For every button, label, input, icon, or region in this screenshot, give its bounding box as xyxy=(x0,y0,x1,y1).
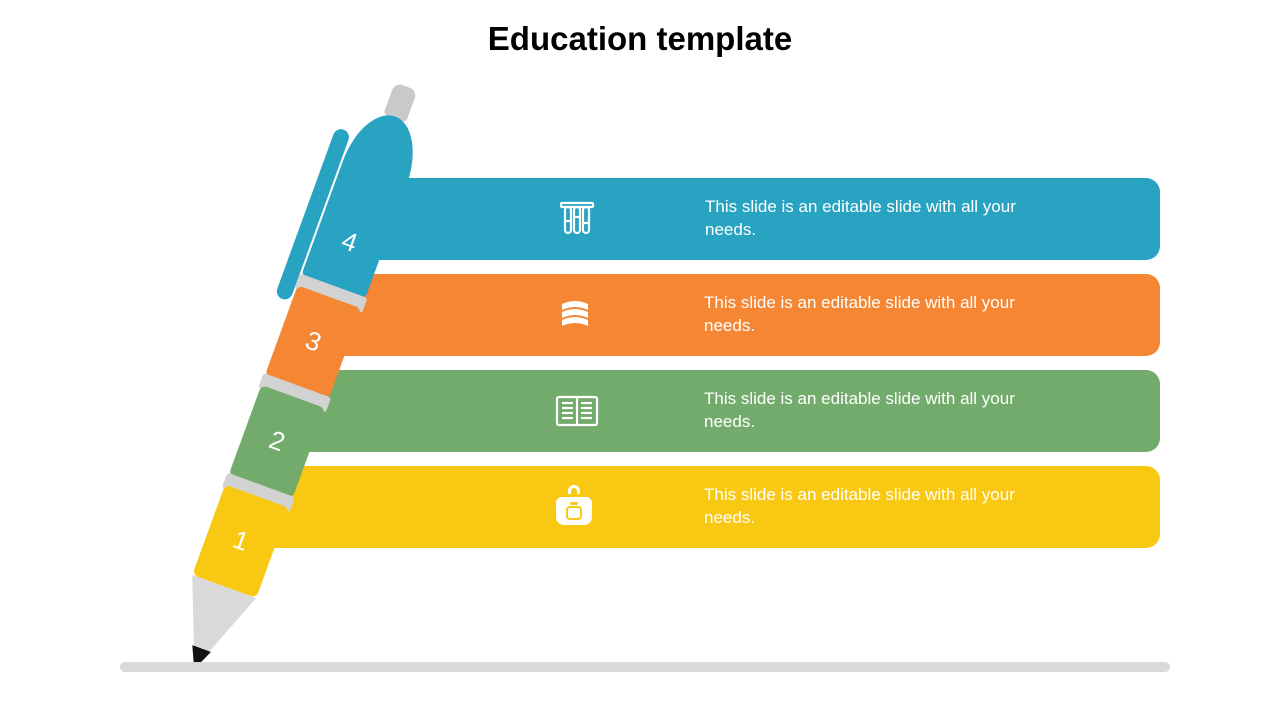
bar-2-text: This slide is an editable slide with all… xyxy=(704,388,1034,434)
bar-3-text: This slide is an editable slide with all… xyxy=(704,292,1034,338)
bar-3: This slide is an editable slide with all… xyxy=(332,274,1160,356)
bar-4: This slide is an editable slide with all… xyxy=(370,178,1160,260)
bar-1-text: This slide is an editable slide with all… xyxy=(704,484,1034,530)
testtubes-icon xyxy=(555,197,599,241)
bar-4-text: This slide is an editable slide with all… xyxy=(705,196,1035,242)
bar-2: This slide is an editable slide with all… xyxy=(294,370,1160,452)
page-title: Education template xyxy=(0,20,1280,58)
backpack-icon xyxy=(554,485,594,529)
infographic-stage: This slide is an editable slide with all… xyxy=(120,90,1170,680)
books-icon xyxy=(554,294,596,336)
openbook-icon xyxy=(554,391,600,431)
floor-shadow xyxy=(120,662,1170,672)
bar-1: This slide is an editable slide with all… xyxy=(256,466,1160,548)
